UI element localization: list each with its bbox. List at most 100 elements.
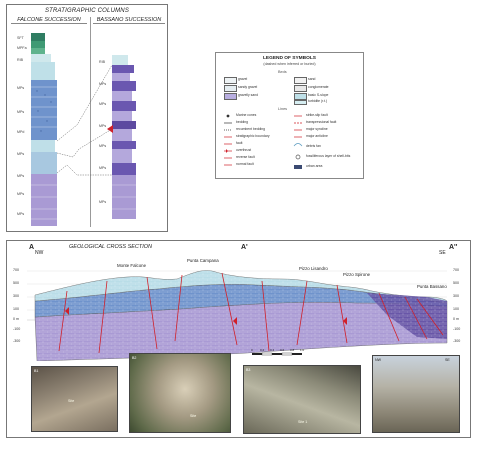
scale-tick: 0.6 [280, 348, 285, 352]
photo-tag: NW [375, 358, 381, 362]
place-pizzo-lisandro: Pizzo Lisandro [299, 266, 328, 271]
y-axis-label-left: 0 m [13, 317, 19, 321]
scale-tick: 0.4 [270, 348, 275, 352]
endpoint-a: A [29, 244, 35, 251]
legend-line-item: bedding [236, 120, 249, 124]
legend-line-item: major syncline [306, 127, 328, 131]
legend-lines-heading: Lines [278, 107, 288, 111]
bassano-label: MPs [99, 82, 106, 86]
legend-line-item: transpressional fault [306, 120, 337, 124]
falcone-label: MPs [17, 152, 24, 156]
place-punta-campana: Punta Campana [187, 258, 219, 263]
photo-tag: B2 [132, 356, 137, 360]
endpoint-a-double-prime: A'' [449, 244, 458, 251]
legend-line-symbols [224, 114, 303, 169]
falcone-label: MPs [17, 212, 24, 216]
photo-outcrop-1: B1 Site [31, 366, 118, 432]
fault-lines [58, 272, 444, 354]
bassano-label: MPs [99, 166, 106, 170]
endpoint-a-prime: A' [241, 244, 248, 251]
falcone-label: MPs [17, 86, 24, 90]
place-pizzo-spirone: Pizzo Spirone [343, 272, 371, 277]
y-axis-label-left: -100 [13, 327, 21, 331]
legend-line-item: Marine cones [236, 113, 257, 117]
legend-line-item: major anticline [306, 134, 328, 138]
y-axis-label-right: -300 [453, 339, 461, 343]
y-axis-label-left: 100 [13, 307, 19, 311]
cross-section-drawing [27, 270, 448, 361]
falcone-label: MPs [17, 110, 24, 114]
y-axis-label-right: 0 m [453, 317, 459, 321]
legend-item: gravelly sand [238, 93, 258, 97]
photo-note: SE [445, 358, 450, 362]
swatch-turbidite [294, 100, 307, 105]
legend-title: LEGEND OF SYMBOLS [262, 56, 317, 61]
y-axis-label-left: -300 [13, 339, 21, 343]
bassano-column [107, 55, 136, 219]
legend-item: gravel [238, 77, 248, 81]
swatch-gravelly-sand [224, 93, 237, 100]
scale-tick: 0.8 [290, 348, 295, 352]
scale-bar: 0 0.2 0.4 0.6 0.8 1.0 [251, 348, 305, 356]
photo-note: Site 1 [298, 420, 308, 424]
legend-item: sand [308, 77, 316, 81]
bassano-label: MPs [99, 102, 106, 106]
photo-tag: B3 [246, 368, 251, 372]
swatch-conglomerate [294, 85, 307, 92]
falcone-label: MPs [17, 192, 24, 196]
column-divider [90, 17, 91, 227]
scale-tick: 0.2 [260, 348, 265, 352]
legend-line-item: urban area [306, 164, 323, 168]
legend-line-item: reverse fault [236, 155, 255, 159]
legend-subtitle: (dashed when inferred or buried) [263, 62, 316, 66]
legend-beds-heading: Beds [278, 70, 287, 74]
y-axis-label-right: 100 [453, 307, 459, 311]
y-axis-label-right: -100 [453, 327, 461, 331]
place-punta-bassano: Punta Bassano [417, 284, 447, 289]
photo-outcrop-3: B3 Site 1 [243, 365, 361, 434]
scale-tick: 0 [251, 348, 253, 352]
falcone-succession-title: FALCONE SUCCESSION [11, 17, 87, 24]
legend-item: turbidite (r.t.) [308, 99, 328, 103]
y-axis-label-left: 500 [13, 281, 19, 285]
scale-tick: 1.0 [300, 348, 305, 352]
place-monte-falcone: Monte Falcone [117, 263, 147, 268]
legend-line-item: fault [236, 141, 243, 145]
falcone-label: MPd [17, 130, 24, 134]
swatch-sandy-gravel [224, 85, 237, 92]
y-axis-label-left: 300 [13, 294, 19, 298]
bassano-label: RIB [99, 60, 106, 64]
falcone-label: RIB [17, 58, 24, 62]
legend-item: basic S-slope [308, 93, 329, 97]
legend-item: conglomerate [308, 85, 329, 89]
bassano-succession-title: BASSANO SUCCESSION [93, 17, 165, 24]
falcone-column [31, 33, 57, 226]
legend-line-item: strike-slip fault [306, 113, 328, 117]
legend-line-item: stratigraphic boundary [236, 134, 270, 138]
legend-line-item: fossiliferous layer of shell-bits [306, 154, 351, 158]
photo-note: Site [190, 414, 197, 418]
falcone-label: MPFa [17, 46, 27, 50]
swatch-sand [294, 77, 307, 84]
photo-tag: B1 [34, 369, 39, 373]
bassano-label: MPs [99, 200, 106, 204]
y-axis-label-right: 500 [453, 281, 459, 285]
cross-section-panel: GEOLOGICAL CROSS SECTION A NW A' A'' SE … [6, 240, 471, 438]
y-axis-label-right: 700 [453, 268, 459, 272]
bassano-label: MPs [99, 124, 106, 128]
strat-columns-drawing: SFT MPFa RIB MPs MPs MPd MPs MPs MPs MPs… [17, 33, 136, 226]
swatch-basic-slope [294, 93, 307, 100]
legend-box: LEGEND OF SYMBOLS (dashed when inferred … [215, 52, 364, 179]
falcone-label: SFT [17, 36, 25, 40]
legend-line-item: recumbent bedding [236, 127, 266, 131]
photo-note: Site [68, 399, 75, 403]
legend-line-item: overthrust [236, 148, 252, 152]
legend-line-item: normal fault [236, 162, 254, 166]
strat-title: STRATIGRAPHIC COLUMNS [44, 8, 130, 14]
y-axis-label-right: 300 [453, 294, 459, 298]
stratigraphic-columns-panel: STRATIGRAPHIC COLUMNS FALCONE SUCCESSION… [6, 4, 168, 232]
section-title: GEOLOGICAL CROSS SECTION [69, 244, 153, 250]
direction-nw: NW [35, 250, 44, 256]
legend-line-item: debris fan [306, 144, 321, 148]
direction-se: SE [439, 250, 446, 256]
